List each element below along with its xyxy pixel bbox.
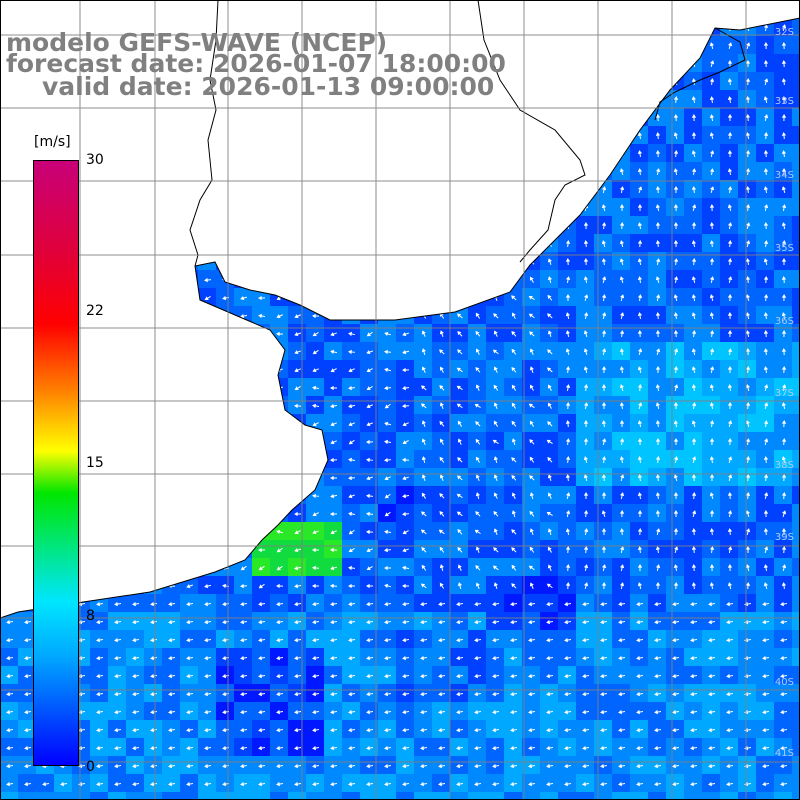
title-valid-date: valid date: 2026-01-13 09:00:00 <box>42 72 495 101</box>
lat-label: 38S <box>774 460 794 471</box>
lat-label: 33S <box>774 96 794 107</box>
colorbar-tick-15: 15 <box>86 455 104 471</box>
lat-label: 36S <box>774 316 794 327</box>
colorbar-tick-8: 8 <box>86 608 95 624</box>
lat-label: 39S <box>774 532 794 543</box>
title-model: modelo GEFS-WAVE (NCEP) <box>6 28 388 57</box>
colorbar <box>33 160 79 766</box>
lat-label: 41S <box>774 748 794 759</box>
colorbar-tick-30: 30 <box>86 152 104 168</box>
lat-label: 34S <box>774 170 794 181</box>
colorbar-tick-22: 22 <box>86 303 104 319</box>
lat-label: 37S <box>774 388 794 399</box>
colorbar-tick-0: 0 <box>86 759 95 775</box>
lat-label: 35S <box>774 243 794 254</box>
lat-label: 32S <box>774 27 794 38</box>
colorbar-unit: [m/s] <box>34 134 71 150</box>
lat-label: 40S <box>774 677 794 688</box>
title-forecast-date: forecast date: 2026-01-07 18:00:00 <box>6 49 506 78</box>
